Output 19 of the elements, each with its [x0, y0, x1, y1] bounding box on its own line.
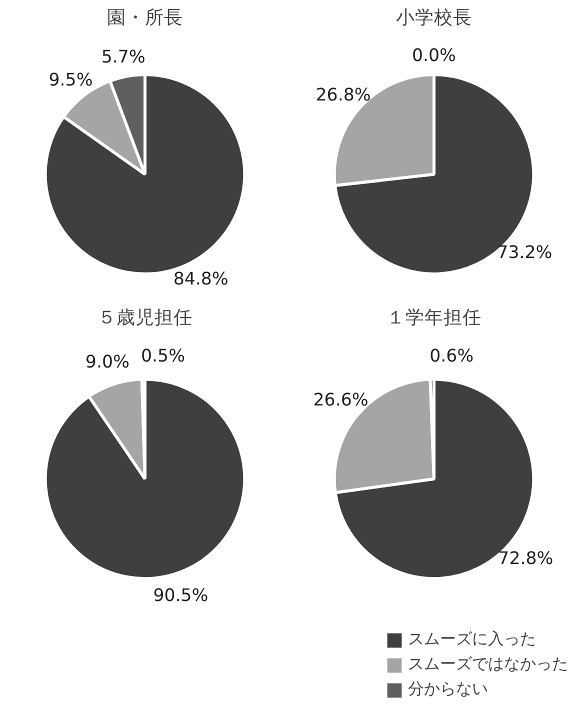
chart-title: 小学校長: [396, 8, 472, 28]
text: 0.0%: [412, 46, 456, 66]
chart-title: 園・所長: [107, 8, 183, 28]
data-label: 9.0%: [85, 352, 130, 373]
data-label: 5.7%: [101, 48, 146, 68]
legend-label: スムーズに入った: [408, 630, 536, 650]
data-label: 26.8%: [316, 85, 371, 106]
chart-title: １学年担任: [386, 308, 482, 328]
data-label: 72.8%: [498, 549, 554, 570]
data-label: 90.5%: [153, 586, 208, 606]
chart-title: ５歳児担任: [98, 308, 192, 328]
data-label: 0.5%: [141, 346, 186, 367]
data-label: 73.2%: [497, 243, 552, 264]
data-label: 0.6%: [430, 346, 474, 367]
data-label: 9.5%: [48, 70, 93, 90]
data-label: 26.6%: [313, 390, 368, 410]
legend-label: スムーズではなかった: [408, 655, 568, 675]
legend-label: 分からない: [408, 680, 488, 700]
data-label: 84.8%: [173, 269, 228, 290]
